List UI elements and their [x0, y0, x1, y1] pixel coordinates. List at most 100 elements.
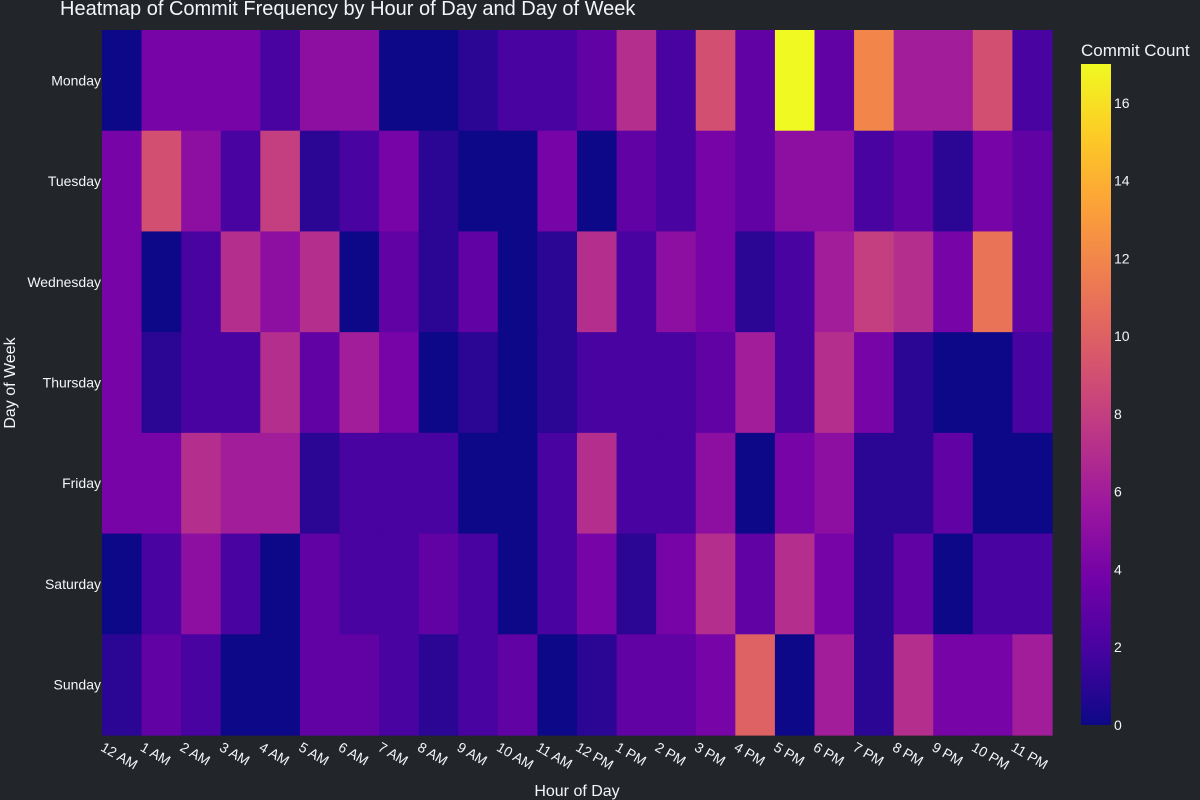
heatmap-cell	[537, 30, 578, 132]
heatmap-cell	[854, 231, 895, 333]
heatmap-cell	[656, 30, 697, 132]
heatmap-cell	[102, 432, 143, 535]
heatmap-cell	[418, 30, 459, 132]
heatmap-cell	[933, 533, 974, 635]
heatmap-cell	[497, 634, 539, 736]
x-tick-label: 5 PM	[771, 739, 807, 769]
x-tick-label: 2 PM	[652, 739, 688, 769]
heatmap-cell	[418, 231, 459, 333]
heatmap-cell	[735, 30, 776, 132]
heatmap-cell	[418, 432, 459, 535]
colorbar-title: Commit Count	[1081, 41, 1190, 60]
heatmap-cell	[458, 30, 499, 132]
heatmap-cell	[735, 432, 776, 535]
heatmap-cell	[735, 130, 776, 233]
y-tick-label: Tuesday	[48, 173, 101, 189]
heatmap-cell	[181, 30, 222, 132]
y-tick-label: Saturday	[45, 576, 101, 592]
y-tick-label: Monday	[51, 72, 101, 88]
heatmap-cell	[458, 432, 499, 535]
heatmap-cell	[656, 432, 697, 535]
heatmap-cell	[893, 432, 934, 535]
y-axis-ticks: Monday Tuesday Wednesday Thursday Friday Satu…	[27, 72, 101, 692]
heatmap-cell	[141, 30, 182, 132]
heatmap-cell	[497, 30, 539, 132]
colorbar-tick-label: 14	[1114, 173, 1130, 189]
heatmap-cell	[418, 332, 459, 434]
heatmap-cell	[1012, 332, 1053, 434]
heatmap-cell	[893, 634, 934, 736]
heatmap-cell	[1012, 432, 1053, 535]
heatmap-cell	[972, 432, 1014, 535]
heatmap-cell	[299, 432, 341, 535]
heatmap-cell	[735, 634, 776, 736]
heatmap-cell	[418, 533, 459, 635]
heatmap-cell	[854, 332, 895, 434]
colorbar-tick-label: 4	[1114, 561, 1122, 577]
x-tick-label: 6 AM	[336, 739, 372, 769]
chart-title: Heatmap of Commit Frequency by Hour of D…	[60, 0, 636, 20]
x-tick-label: 4 PM	[732, 739, 768, 769]
heatmap-cell	[933, 231, 974, 333]
heatmap-cell	[695, 634, 736, 736]
heatmap-cell	[695, 130, 736, 233]
heatmap-cell	[893, 332, 934, 434]
heatmap-cell	[854, 634, 895, 736]
heatmap-cell	[141, 533, 182, 635]
colorbar-tick-label: 8	[1114, 406, 1122, 422]
heatmap-cell	[616, 332, 657, 434]
heatmap-cell	[774, 130, 816, 233]
x-tick-label: 4 AM	[257, 739, 293, 769]
heatmap-cell	[497, 231, 539, 333]
heatmap-cell	[537, 130, 578, 233]
heatmap-cell	[774, 231, 816, 333]
heatmap-cell	[497, 432, 539, 535]
heatmap-cell	[299, 30, 341, 132]
heatmap-cell	[102, 30, 143, 132]
heatmap-cell	[102, 332, 143, 434]
x-axis-title: Hour of Day	[534, 783, 619, 800]
heatmap-cell	[220, 634, 261, 736]
x-tick-label: 11 PM	[1009, 739, 1051, 773]
heatmap-cell	[102, 533, 143, 635]
heatmap-cell	[181, 634, 222, 736]
heatmap-cell	[656, 231, 697, 333]
heatmap-cell	[339, 30, 380, 132]
heatmap-cell	[181, 533, 222, 635]
heatmap-cell	[577, 30, 618, 132]
heatmap-cell	[102, 130, 143, 233]
heatmap-cell	[497, 332, 539, 434]
heatmap-cell	[299, 231, 341, 333]
heatmap-cell	[933, 432, 974, 535]
heatmap-cell	[220, 30, 261, 132]
heatmap-cell	[1012, 634, 1053, 736]
heatmap-cell	[299, 332, 341, 434]
y-axis-title: Day of Week	[2, 336, 19, 428]
heatmap-cell	[814, 231, 855, 333]
heatmap-cell	[458, 533, 499, 635]
heatmap-cell	[1012, 231, 1053, 333]
heatmap-cell	[933, 332, 974, 434]
heatmap-cell	[181, 332, 222, 434]
heatmap-cell	[537, 231, 578, 333]
heatmap-cell	[220, 432, 261, 535]
heatmap-cell	[537, 634, 578, 736]
heatmap-cell	[695, 332, 736, 434]
x-tick-label: 7 PM	[850, 739, 886, 769]
heatmap-cell	[616, 130, 657, 233]
y-tick-label: Wednesday	[27, 274, 101, 290]
heatmap-cell	[537, 533, 578, 635]
heatmap-cell	[933, 30, 974, 132]
heatmap-cell	[972, 634, 1014, 736]
heatmap-cell	[537, 432, 578, 535]
heatmap-cell	[656, 634, 697, 736]
x-tick-label: 8 AM	[415, 739, 451, 769]
heatmap-cell	[972, 30, 1014, 132]
x-tick-label: 6 PM	[811, 739, 847, 769]
heatmap-cell	[260, 332, 301, 434]
heatmap-cell	[260, 130, 301, 233]
heatmap-cell	[695, 30, 736, 132]
heatmap-cell	[1012, 533, 1053, 635]
heatmap-cell	[497, 130, 539, 233]
heatmap-cell	[616, 231, 657, 333]
